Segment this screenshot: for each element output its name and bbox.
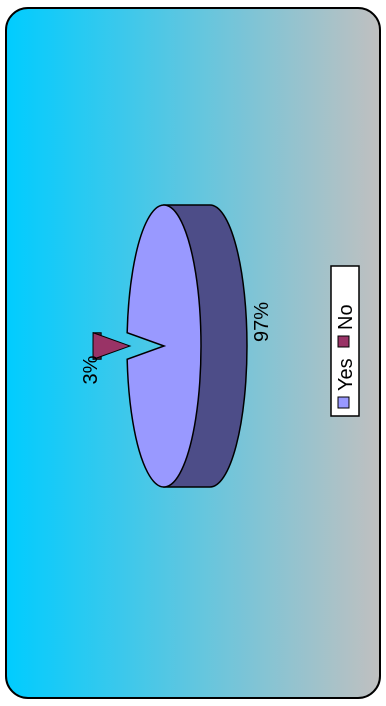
legend-label-no: No — [335, 304, 357, 330]
data-label-no: 3% — [80, 355, 102, 384]
pie-slice-no — [92, 332, 132, 360]
legend: Yes No — [330, 265, 360, 417]
legend-swatch-no — [337, 335, 350, 348]
pie-slice-yes — [126, 204, 202, 488]
data-label-yes: 97% — [251, 302, 273, 342]
legend-label-yes: Yes — [335, 358, 357, 391]
legend-swatch-yes — [337, 396, 350, 409]
